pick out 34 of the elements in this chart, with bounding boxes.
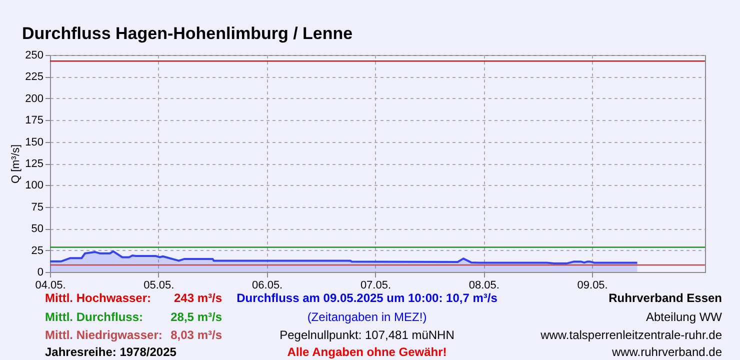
- x-tick-label: 05.05.: [144, 280, 174, 292]
- y-tick-label: 250: [25, 50, 44, 62]
- x-tick-label: 06.05.: [252, 280, 283, 292]
- x-tick-label: 09.05.: [577, 280, 608, 292]
- ref-line-label: Mittl. Niedrigwasser:: [45, 328, 162, 342]
- x-tick-label: 07.05.: [360, 280, 392, 292]
- y-tick-label: 200: [25, 92, 44, 105]
- text: Ruhrverband Essen: [608, 291, 722, 305]
- text: Pegelnullpunkt: 107,481 müNHN: [280, 328, 454, 342]
- text: Jahresreihe: 1978/2025: [45, 345, 177, 359]
- ref-line-label: Mittl. Durchfluss:: [45, 310, 143, 324]
- ref-line-label: Mittl. Hochwasser:: [45, 291, 152, 305]
- text: Alle Angaben ohne Gewähr!: [287, 345, 447, 359]
- y-axis-title: Q [m³/s]: [10, 144, 22, 184]
- x-tick-label: 08.05.: [468, 280, 500, 292]
- text: Durchfluss am 09.05.2025 um 10:00: 10,7 m³/s: [236, 291, 498, 305]
- y-tick-label: 50: [31, 223, 44, 236]
- y-tick-label: 100: [25, 180, 44, 192]
- y-tick-label: 0: [37, 266, 44, 278]
- y-tick-label: 175: [25, 114, 44, 127]
- text: www.talsperrenleitzentrale-ruhr.de: [540, 328, 722, 342]
- y-tick-label: 25: [31, 244, 44, 257]
- y-tick-label: 150: [25, 136, 44, 148]
- chart-title: Durchfluss Hagen-Hohenlimburg / Lenne: [22, 24, 353, 43]
- text: Abteilung WW: [646, 310, 723, 324]
- text: (Zeitangaben in MEZ!): [307, 310, 427, 324]
- x-tick-label: 04.05.: [35, 280, 66, 292]
- text: 243 m³/s: [174, 291, 222, 305]
- y-tick-label: 75: [31, 201, 44, 214]
- text: 28,5 m³/s: [170, 310, 222, 324]
- text: 8,03 m³/s: [170, 328, 222, 342]
- y-tick-label: 125: [25, 158, 44, 170]
- text: www.ruhrverband.de: [610, 345, 722, 359]
- y-tick-label: 225: [25, 71, 44, 84]
